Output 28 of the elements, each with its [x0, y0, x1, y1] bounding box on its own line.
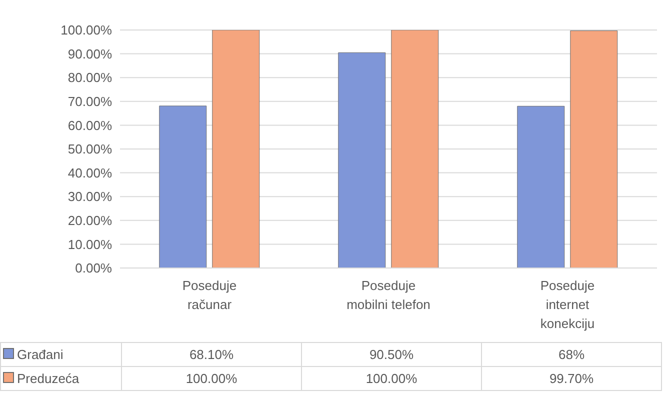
data-label: 99.70%	[482, 366, 662, 390]
data-label: 68%	[482, 342, 662, 366]
bar	[212, 30, 260, 268]
x-tick-label: Poseduje mobilni telefon	[346, 278, 430, 312]
y-tick-label: 80.00%	[68, 70, 112, 86]
x-tick-label: Poseduje računar	[182, 278, 237, 312]
legend-label: Građani	[0, 342, 122, 366]
y-tick-label: 100.00%	[60, 22, 112, 38]
data-label: 68.10%	[122, 342, 302, 366]
y-tick-label: 0.00%	[75, 260, 112, 276]
bar	[159, 106, 207, 268]
y-tick-label: 90.00%	[68, 46, 112, 62]
data-label: 90.50%	[302, 342, 482, 366]
bar	[517, 106, 565, 268]
data-label: 100.00%	[122, 366, 302, 390]
bar	[391, 30, 439, 268]
y-tick-label: 60.00%	[68, 118, 112, 133]
legend-label: Preduzeća	[0, 366, 122, 390]
data-label: 100.00%	[302, 366, 482, 390]
x-tick-label: Poseduje internet konekciju	[540, 278, 595, 331]
bar	[338, 52, 386, 268]
y-tick-label: 70.00%	[68, 94, 112, 110]
y-tick-label: 50.00%	[68, 142, 112, 157]
bar	[570, 30, 618, 268]
y-tick-label: 10.00%	[68, 236, 112, 252]
y-tick-label: 20.00%	[68, 213, 112, 228]
y-tick-label: 40.00%	[68, 165, 112, 180]
y-tick-label: 30.00%	[68, 189, 112, 204]
